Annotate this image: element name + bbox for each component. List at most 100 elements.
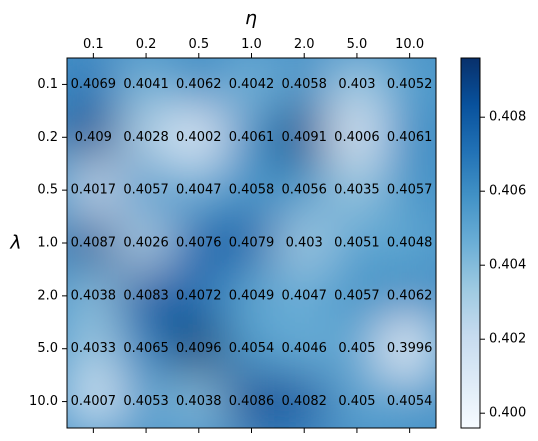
heatmap-cell — [118, 374, 174, 428]
heatmap-cell — [329, 268, 385, 324]
heatmap-cell — [171, 162, 227, 218]
cell-value-label: 0.4007 — [71, 394, 117, 409]
cell-value-label: 0.4072 — [176, 288, 222, 303]
y-tick-label: 10.0 — [29, 394, 58, 409]
y-tick-label: 0.2 — [37, 130, 58, 145]
cell-value-label: 0.4053 — [123, 394, 169, 409]
cell-value-label: 0.4065 — [123, 341, 169, 356]
cell-value-label: 0.4042 — [229, 77, 275, 92]
colorbar-tick-label: 0.400 — [489, 406, 526, 421]
cell-value-label: 0.4033 — [71, 341, 117, 356]
cell-value-label: 0.4049 — [229, 288, 275, 303]
cell-value-label: 0.4062 — [176, 77, 222, 92]
cell-value-label: 0.4046 — [281, 341, 327, 356]
x-tick-label: 10.0 — [395, 37, 424, 52]
cell-value-label: 0.4028 — [123, 130, 169, 145]
heatmap-cell — [276, 215, 332, 271]
x-axis-title: η — [245, 7, 257, 29]
heatmap-cell — [224, 374, 279, 428]
cell-value-label: 0.4006 — [334, 130, 380, 145]
heatmap-cell — [329, 109, 385, 165]
cell-value-label: 0.4096 — [176, 341, 222, 356]
cell-value-label: 0.403 — [286, 236, 323, 251]
cell-value-label: 0.4058 — [229, 183, 275, 198]
cell-value-label: 0.4017 — [71, 183, 117, 198]
heatmap-cell — [329, 162, 385, 218]
cell-value-label: 0.403 — [338, 77, 375, 92]
x-tick-label: 0.1 — [83, 37, 104, 52]
heatmap-cell — [171, 321, 227, 377]
colorbar-tick-label: 0.408 — [489, 110, 526, 125]
heatmap-cell — [382, 58, 436, 112]
cell-value-label: 0.4052 — [387, 77, 433, 92]
x-tick-label: 0.5 — [188, 37, 209, 52]
cell-value-label: 0.4002 — [176, 130, 222, 145]
cell-value-label: 0.405 — [338, 341, 375, 356]
y-tick-label: 5.0 — [37, 341, 58, 356]
heatmap-cell — [276, 162, 332, 218]
heatmap-cell — [276, 321, 332, 377]
x-axis-ticks: 0.1 0.2 0.5 1.0 2.0 5.0 10.0 — [83, 37, 424, 433]
heatmap-cell — [329, 58, 385, 112]
heatmap-cell — [171, 58, 227, 112]
cell-value-label: 0.4051 — [334, 236, 380, 251]
heatmap-cell — [118, 109, 174, 165]
heatmap-cell — [67, 58, 121, 112]
heatmap-cell — [329, 215, 385, 271]
cell-value-label: 0.4083 — [123, 288, 169, 303]
heatmap-cell — [67, 215, 121, 271]
heatmap-cell — [276, 58, 332, 112]
x-tick-label: 0.2 — [136, 37, 157, 52]
cell-value-label: 0.4038 — [176, 394, 222, 409]
y-tick-label: 0.1 — [37, 77, 58, 92]
cell-value-label: 0.4061 — [229, 130, 275, 145]
heatmap-cell — [67, 162, 121, 218]
cell-value-label: 0.4048 — [387, 236, 433, 251]
cell-value-label: 0.4054 — [229, 341, 275, 356]
colorbar-frame — [460, 57, 481, 429]
cell-value-label: 0.4026 — [123, 236, 169, 251]
cell-value-label: 0.4079 — [229, 236, 275, 251]
cell-value-label: 0.4057 — [334, 288, 380, 303]
cell-value-label: 0.409 — [75, 130, 112, 145]
cell-value-label: 0.4069 — [71, 77, 117, 92]
heatmap-cell — [382, 321, 436, 377]
heatmap-cell — [171, 109, 227, 165]
heatmap-plot-area — [66, 57, 437, 429]
heatmap-cell — [224, 109, 279, 165]
cell-value-label: 0.4041 — [123, 77, 169, 92]
heatmap-cell — [224, 162, 279, 218]
heatmap-cell — [67, 374, 121, 428]
heatmap-cell — [171, 215, 227, 271]
cell-value-label: 0.4061 — [387, 130, 433, 145]
heatmap-cells — [67, 58, 436, 428]
cell-value-label: 0.4035 — [334, 183, 380, 198]
cell-value-label: 0.4091 — [281, 130, 327, 145]
y-tick-label: 0.5 — [37, 183, 58, 198]
cell-labels: 0.4069 0.4041 0.4062 0.4042 0.4058 0.403 0.405… — [71, 77, 433, 409]
cell-value-label: 0.4087 — [71, 236, 117, 251]
heatmap-cell — [67, 109, 121, 165]
cell-value-label: 0.4086 — [229, 394, 275, 409]
cell-value-label: 0.4082 — [281, 394, 327, 409]
cell-value-label: 0.3996 — [387, 341, 433, 356]
heatmap-cell — [382, 374, 436, 428]
cell-value-label: 0.4058 — [281, 77, 327, 92]
y-axis-title: λ — [9, 232, 21, 254]
heatmap-cell — [382, 268, 436, 324]
heatmap-cell — [67, 321, 121, 377]
heatmap-cell — [224, 215, 279, 271]
colorbar-gradient — [461, 58, 480, 428]
colorbar-tick-label: 0.402 — [489, 332, 526, 347]
colorbar-tick-label: 0.406 — [489, 184, 526, 199]
cell-value-label: 0.405 — [338, 394, 375, 409]
x-tick-label: 2.0 — [294, 37, 315, 52]
heatmap-cell — [224, 58, 279, 112]
colorbar: 0.400 0.402 0.404 0.406 0.408 — [460, 57, 526, 429]
cell-value-label: 0.4047 — [281, 288, 327, 303]
heatmap-cell — [171, 374, 227, 428]
y-axis-ticks: 0.1 0.2 0.5 1.0 2.0 5.0 10.0 — [29, 77, 67, 409]
heatmap-cell — [171, 268, 227, 324]
heatmap-cell — [276, 109, 332, 165]
